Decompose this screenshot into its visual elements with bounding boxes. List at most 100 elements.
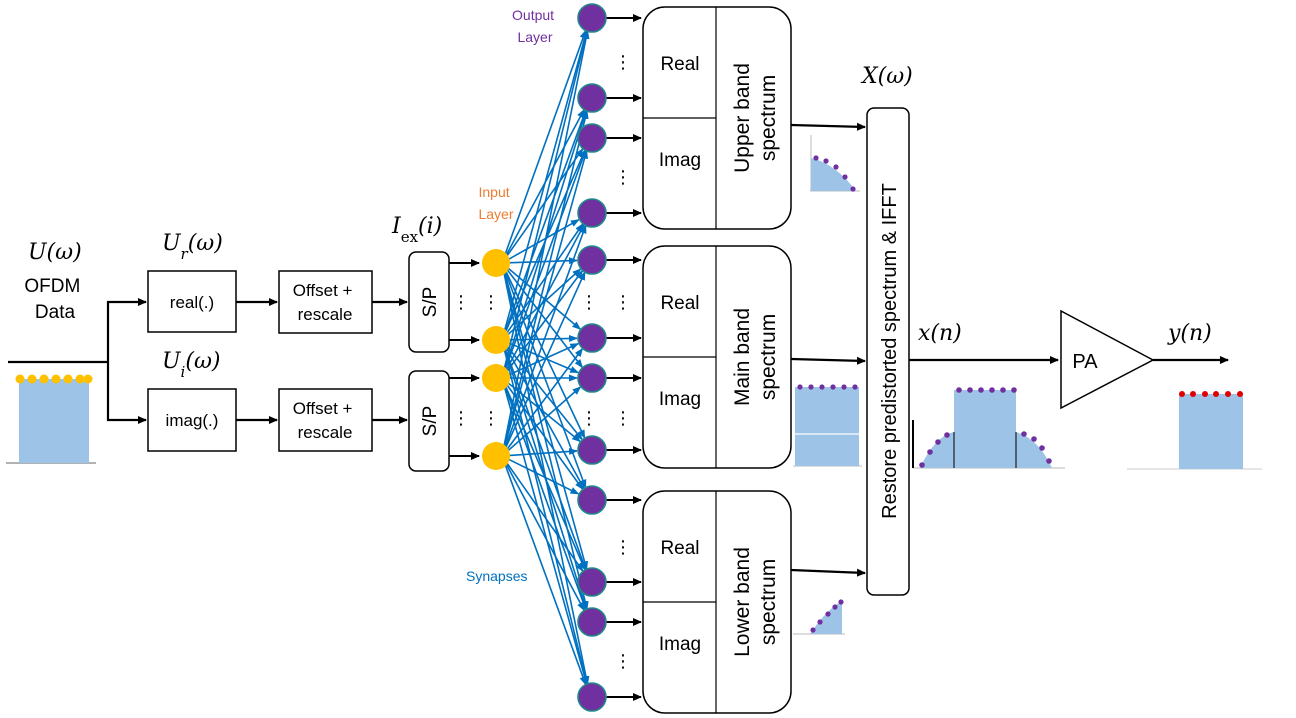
sp-block-2: S/P (408, 370, 450, 472)
predistorted-spectrum (912, 387, 1065, 469)
predistorted-left-shoulder (920, 432, 954, 468)
ellipsis-mark: ⋮ (614, 537, 632, 557)
synapse-line (501, 377, 588, 686)
offset-rescale-block-imag: Offset + rescale (278, 388, 373, 452)
synapse-line (501, 455, 585, 612)
upper-band-imag-label: Imag (659, 150, 701, 171)
spectrum-dot (75, 374, 85, 384)
output-neuron (577, 363, 607, 393)
output-neuron (577, 198, 607, 228)
main-band-box: Real Imag Main band spectrum (642, 245, 792, 469)
x-n-label: x(n) (918, 321, 962, 346)
lower-band-box: Real Imag Lower band spectrum (642, 490, 792, 714)
synapse-line (501, 447, 579, 457)
iex-label-argument: (i) (418, 214, 442, 239)
upper-band-title-line: Upper band (731, 63, 754, 173)
output-neuron (577, 3, 607, 33)
input-wires (8, 298, 408, 424)
pa-output-spectrum (1127, 391, 1262, 470)
input-neuron (482, 326, 510, 354)
offset-rescale-real-line-2: rescale (298, 305, 353, 324)
synapse-line (501, 109, 589, 457)
main-band-title-line: Main band (731, 308, 754, 406)
output-neuron (577, 682, 607, 712)
offset-rescale-imag-line-2: rescale (298, 423, 353, 442)
synapse-line (501, 386, 582, 457)
spectrum-dot (808, 384, 814, 390)
wire-to-real (106, 298, 147, 362)
input-neuron (482, 364, 510, 392)
real-block: real(.) (147, 270, 237, 333)
restore-block-box (866, 107, 910, 596)
synapse-line (501, 339, 583, 441)
spectrum-dot (833, 164, 839, 170)
ui-omega-label-subscript: i (181, 363, 186, 381)
pa-output-dots (1179, 391, 1243, 397)
ofdm-spectrum-dots (15, 374, 93, 384)
ofdm-spectrum-bar (19, 379, 89, 463)
upper-mini-fill (811, 158, 856, 191)
spectrum-dot (852, 384, 858, 390)
spectrum-dot (817, 619, 823, 625)
spectrum-dot (967, 387, 973, 393)
predistorted-dots (919, 387, 1052, 468)
restore-block-label: Restore predistorted spectrum & IFFT (879, 183, 901, 519)
output-neuron (577, 485, 607, 515)
iex-label-subscript: ex (401, 228, 419, 246)
ellipsis-mark: ⋮ (482, 408, 500, 428)
output-layer-line-1: Output (512, 7, 554, 23)
sp-block-1: S/P (408, 251, 450, 353)
synapse-line (501, 149, 587, 379)
spectrum-dot (1046, 458, 1052, 464)
synapse-line (501, 347, 584, 457)
ellipsis-mark: ⋮ (482, 292, 500, 312)
ofdm-data-line-1: OFDM (24, 276, 80, 297)
spectrum-dot (935, 439, 941, 445)
spectrum-dot (1000, 387, 1006, 393)
synapse-line (501, 29, 589, 341)
main-band-output-wire (790, 356, 866, 365)
u-omega-label: U(ω) (28, 240, 82, 265)
synapse-line (501, 109, 587, 341)
sp-block-2-box (408, 370, 450, 472)
output-layer-label: Output Layer (512, 7, 558, 45)
output-neuron (577, 245, 607, 275)
spectrum-dot (1039, 445, 1045, 451)
lower-band-title: Lower band spectrum (731, 547, 780, 657)
ofdm-input-section: U(ω) OFDM Data (6, 240, 96, 464)
pa-block: PA (1060, 309, 1155, 410)
spectrum-dot (850, 186, 856, 192)
iex-label: Iex(i) (391, 214, 442, 246)
synapse-line (501, 455, 580, 495)
imag-block-label: imag(.) (166, 411, 219, 430)
lower-band-mini-spectrum (793, 599, 845, 635)
input-layer-label: Input Layer (478, 184, 513, 222)
synapse-line (501, 455, 587, 686)
sp-block-1-box (408, 251, 450, 353)
wire-to-imag (106, 362, 147, 424)
main-band-imag-label: Imag (659, 389, 701, 410)
spectrum-dot (1011, 387, 1017, 393)
spectrum-dot (830, 384, 836, 390)
offset-rescale-real-line-1: Offset + (293, 281, 353, 300)
output-neuron (577, 83, 607, 113)
synapse-line (501, 377, 584, 491)
spectrum-dot (813, 155, 819, 161)
spectrum-dot (1225, 391, 1231, 397)
predistorted-main-block (954, 390, 1016, 468)
offset-rescale-label-imag: Offset + rescale (293, 399, 357, 442)
synapse-line (501, 262, 584, 369)
band-output-wires (790, 122, 866, 577)
ur-omega-label-base: U (162, 231, 182, 256)
ui-omega-label-argument: (ω) (185, 349, 220, 374)
restore-block: Restore predistorted spectrum & IFFT (866, 107, 910, 596)
synapses-label: Synapses (466, 568, 527, 584)
output-neuron (577, 123, 607, 153)
pa-triangle (1060, 309, 1155, 410)
spectrum-dot (39, 374, 49, 384)
offset-rescale-box-imag (278, 388, 373, 452)
ui-omega-label: Ui(ω) (162, 349, 220, 381)
synapse-network (501, 29, 590, 686)
ui-omega-label-base: U (162, 349, 182, 374)
